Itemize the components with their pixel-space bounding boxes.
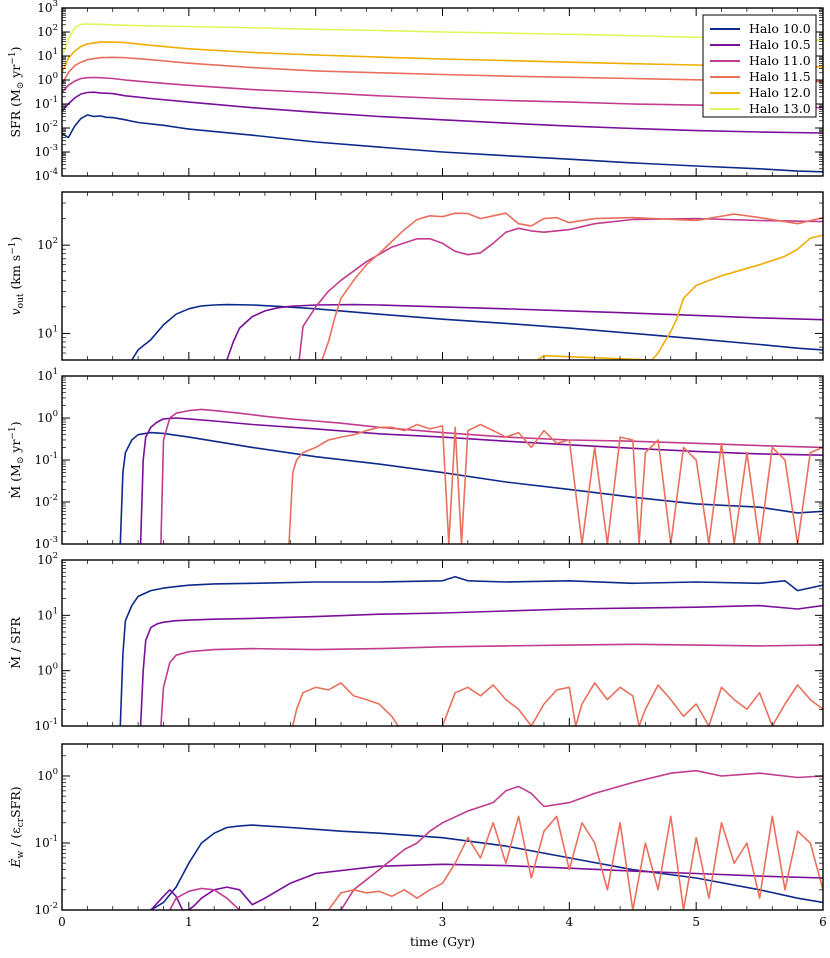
x-tick-label: 5 — [692, 915, 700, 929]
energy-loading-y-axis-label: Ėw / (εcrSFR) — [8, 786, 26, 868]
series-line-halo-11-0 — [298, 217, 823, 360]
series-line-halo-12-0 — [62, 41, 823, 74]
series-line-halo-12-0 — [537, 234, 823, 360]
sfr-y-axis-label: SFR (M⊙ yr−1) — [8, 46, 26, 137]
series-line-halo-11-0 — [160, 408, 823, 544]
energy-loading-y-tick-labels: 10-2 10-1 100 — [34, 767, 58, 917]
series-line-halo-11-0 — [160, 643, 823, 726]
legend-box — [702, 14, 817, 118]
x-tick-labels: 0 1 2 3 4 5 6 — [58, 915, 827, 929]
legend-label: Halo 10.5 — [749, 37, 811, 52]
legend-entry: Halo 11.5 — [710, 69, 811, 84]
y-tick-label: 10-3 — [34, 535, 58, 551]
mass-loading-y-axis-label: Ṁ / SFR — [8, 617, 23, 669]
x-tick-label: 0 — [58, 915, 66, 929]
series-line-halo-10-0 — [150, 824, 823, 910]
sfr-ticks — [61, 7, 824, 177]
y-tick-label: 100 — [37, 767, 58, 783]
y-tick-label: 10-2 — [34, 119, 58, 135]
y-tick-label: 100 — [37, 71, 58, 87]
series-line-halo-10-0 — [119, 431, 823, 544]
y-tick-label: 102 — [37, 551, 58, 567]
y-tick-label: 10-1 — [34, 451, 58, 467]
series-line-halo-10-5 — [62, 91, 823, 134]
legend-entry: Halo 12.0 — [710, 85, 811, 100]
y-tick-label: 10-4 — [34, 167, 58, 183]
energy-loading-ticks — [61, 744, 824, 911]
legend-label: Halo 13.0 — [749, 101, 811, 116]
y-tick-label: 10-1 — [34, 717, 58, 733]
series-line-halo-11-5 — [327, 815, 823, 910]
vout-y-axis-label: vout (km s−1) — [8, 237, 26, 316]
y-tick-label: 102 — [37, 236, 58, 252]
legend-label: Halo 11.0 — [749, 53, 811, 68]
panel-mass-loading: 10-1 100 101 102 Ṁ / SFR — [8, 551, 824, 733]
y-tick-label: 10-2 — [34, 901, 58, 917]
y-tick-label: 100 — [37, 662, 58, 678]
y-tick-label: 10-3 — [34, 143, 58, 159]
x-tick-label: 2 — [312, 915, 320, 929]
series-line-halo-11-0 — [62, 76, 823, 109]
series-line-halo-11-5 — [62, 56, 823, 85]
mdot-plot-frame — [61, 375, 824, 545]
x-axis-label: time (Gyr) — [410, 934, 475, 949]
mass-loading-plot-frame — [61, 559, 824, 727]
energy-loading-plot-frame — [61, 743, 824, 911]
panel-sfr: 10-4 10-3 10-2 10-1 100 101 102 103 SFR (M⊙ yr−… — [8, 0, 824, 183]
series-line-halo-11-0 — [169, 769, 823, 910]
legend-entry: Halo 11.0 — [710, 53, 811, 68]
legend-entry: Halo 10.5 — [710, 37, 811, 52]
series-line-halo-10-5 — [150, 863, 823, 910]
x-tick-label: 6 — [819, 915, 827, 929]
series-line-halo-10-0 — [62, 114, 823, 173]
panel-energy-loading: 10-2 10-1 100 Ėw / (εcrSFR) — [8, 743, 824, 917]
mass-loading-y-tick-labels: 10-1 100 101 102 — [34, 551, 58, 733]
vout-y-tick-labels: 101 102 — [37, 236, 58, 340]
panel-mdot: 10-3 10-2 10-1 100 101 Ṁ (M⊙ yr−1) — [8, 367, 824, 551]
legend: Halo 10.0 Halo 10.5 Halo 11.0 Halo 11.5 … — [702, 14, 817, 118]
series-line-halo-10-0 — [131, 303, 823, 360]
sfr-series-layer — [62, 23, 823, 173]
mdot-ticks — [61, 375, 824, 545]
mdot-y-tick-labels: 10-3 10-2 10-1 100 101 — [34, 367, 58, 551]
y-tick-label: 103 — [37, 0, 58, 15]
x-tick-label: 3 — [439, 915, 447, 929]
panel-vout: 101 102 vout (km s−1) — [8, 191, 824, 361]
mass-loading-ticks — [61, 559, 824, 727]
vout-series-layer — [131, 212, 823, 360]
x-tick-label: 1 — [185, 915, 193, 929]
vout-ticks — [61, 192, 824, 360]
legend-entry: Halo 13.0 — [710, 101, 811, 116]
y-tick-label: 10-1 — [34, 95, 58, 111]
series-line-halo-10-5 — [139, 417, 823, 544]
y-tick-label: 100 — [37, 409, 58, 425]
sfr-y-tick-labels: 10-4 10-3 10-2 10-1 100 101 102 103 — [34, 0, 58, 183]
mass-loading-series-layer — [119, 575, 823, 726]
y-tick-label: 10-2 — [34, 493, 58, 509]
series-line-halo-13-0 — [62, 23, 823, 57]
series-line-halo-11-5 — [288, 423, 823, 544]
series-line-halo-10-5 — [139, 604, 823, 726]
legend-entry: Halo 10.0 — [710, 21, 811, 36]
y-tick-label: 101 — [37, 606, 58, 622]
series-line-halo-10-5 — [226, 303, 823, 360]
energy-loading-series-layer — [150, 769, 823, 910]
y-tick-label: 101 — [37, 367, 58, 383]
series-line-halo-10-0 — [119, 575, 823, 726]
mdot-y-axis-label: Ṁ (M⊙ yr−1) — [8, 421, 26, 498]
legend-label: Halo 11.5 — [749, 69, 811, 84]
y-tick-label: 102 — [37, 23, 58, 39]
y-tick-label: 10-1 — [34, 834, 58, 850]
y-tick-label: 101 — [37, 47, 58, 63]
series-line-halo-11-5 — [292, 682, 823, 726]
y-tick-label: 101 — [37, 324, 58, 340]
mdot-series-layer — [119, 408, 823, 544]
series-line-halo-11-5 — [321, 212, 823, 360]
legend-label: Halo 12.0 — [749, 85, 811, 100]
legend-label: Halo 10.0 — [749, 21, 811, 36]
x-tick-label: 4 — [565, 915, 573, 929]
